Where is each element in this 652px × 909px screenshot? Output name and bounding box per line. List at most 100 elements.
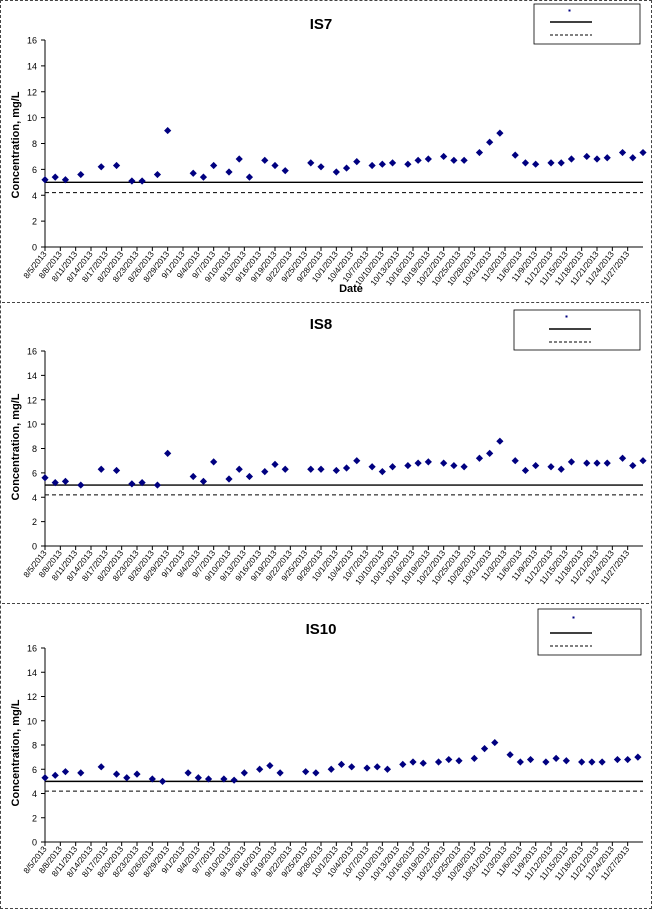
data-point [506, 751, 514, 759]
data-point [220, 775, 228, 783]
chart-panel-is7: IS7 Concentration, mg/L Date 0 2 4 6 8 10 12 14… [2, 2, 649, 300]
data-point [61, 768, 70, 776]
data-point [516, 758, 524, 766]
data-point [245, 472, 254, 481]
plot-area: 02468101214168/5/20138/8/20138/11/20138/… [22, 644, 643, 883]
data-point [112, 466, 121, 475]
data-point [353, 457, 361, 465]
data-point [378, 468, 386, 476]
data-point [235, 465, 243, 473]
data-point [77, 769, 85, 777]
chart-panel-is10: IS10 Concentration, mg/L 0 2 4 6 8 10 12 14 16 8/… [2, 605, 649, 906]
data-point [440, 152, 448, 161]
data-point [634, 753, 642, 761]
data-point [153, 481, 162, 489]
data-point [414, 156, 422, 164]
data-point [639, 148, 647, 157]
data-point [532, 160, 540, 168]
data-point [225, 475, 233, 483]
y-tick-label: 2 [32, 217, 37, 227]
chart-title: IS7 [310, 16, 333, 33]
data-point [486, 449, 494, 457]
data-point [552, 754, 560, 762]
data-point [256, 765, 264, 773]
y-tick-label: 14 [27, 61, 37, 71]
data-point [440, 459, 448, 467]
data-point [486, 138, 494, 146]
chart-svg-is8: IS8 Concentration, mg/L 02468101214168/5… [10, 309, 647, 587]
data-point [603, 154, 611, 162]
data-point [578, 758, 586, 766]
data-point [112, 161, 121, 170]
data-point [230, 776, 238, 784]
data-point [138, 479, 146, 487]
data-point [204, 775, 213, 783]
data-point [404, 160, 412, 168]
data-point [327, 765, 335, 773]
chart-title: IS10 [306, 621, 337, 638]
data-point [629, 461, 637, 470]
data-point [624, 755, 632, 764]
y-axis-label: Concentration, mg/L [10, 91, 22, 198]
y-tick-label: 16 [27, 644, 37, 654]
data-point [210, 161, 218, 170]
data-point [496, 129, 504, 137]
y-tick-label: 6 [32, 468, 37, 478]
panel-divider [2, 603, 649, 604]
data-point [460, 463, 468, 471]
y-axis-label: Concentration, mg/L [10, 393, 22, 500]
data-point [61, 176, 70, 184]
legend-frame [533, 3, 641, 45]
data-point [378, 160, 386, 168]
data-point [618, 454, 627, 462]
data-point [414, 459, 422, 467]
data-point [148, 775, 156, 783]
data-point [593, 459, 601, 467]
y-tick-label: 8 [32, 139, 37, 149]
y-tick-label: 16 [27, 36, 37, 46]
data-point [532, 461, 540, 470]
data-point [123, 774, 131, 782]
data-point [526, 755, 535, 764]
data-point [547, 159, 555, 167]
data-point [337, 760, 346, 768]
y-axis-label: Concentration, mg/L [10, 699, 22, 806]
chart-title: IS8 [310, 316, 333, 333]
data-point [261, 468, 269, 476]
y-tick-label: 0 [32, 838, 37, 848]
chart-svg-is7: IS7 Concentration, mg/L Date 0 2 4 6 8 10 12 14… [10, 3, 647, 295]
data-point [583, 152, 591, 161]
data-point [547, 463, 555, 471]
y-tick-label: 8 [32, 444, 37, 454]
data-point [557, 159, 565, 167]
data-point [51, 479, 59, 487]
data-point [77, 170, 85, 179]
data-point [388, 159, 397, 167]
data-point [61, 477, 70, 486]
data-point [511, 151, 519, 159]
data-point [455, 757, 463, 765]
chart-panel-is8: IS8 Concentration, mg/L 0 2 4 6 8 10 12 14 16 8/5… [2, 304, 649, 602]
data-point [598, 758, 606, 766]
data-point [480, 745, 489, 753]
data-point [97, 465, 105, 473]
data-point [271, 161, 279, 170]
data-point [404, 461, 412, 470]
data-point [434, 758, 443, 766]
y-tick-label: 0 [32, 243, 37, 253]
y-tick-label: 4 [32, 191, 37, 201]
y-tick-label: 12 [27, 692, 37, 702]
data-point [307, 159, 315, 167]
data-point [153, 170, 162, 179]
data-point [112, 770, 121, 778]
data-point [639, 457, 647, 465]
data-point [235, 155, 243, 163]
data-point [302, 768, 310, 776]
y-tick-label: 14 [27, 371, 37, 381]
data-point [491, 738, 499, 747]
data-point [189, 472, 197, 481]
data-point [342, 464, 351, 472]
data-point [475, 454, 484, 462]
data-point [460, 156, 468, 164]
data-point [164, 126, 172, 135]
